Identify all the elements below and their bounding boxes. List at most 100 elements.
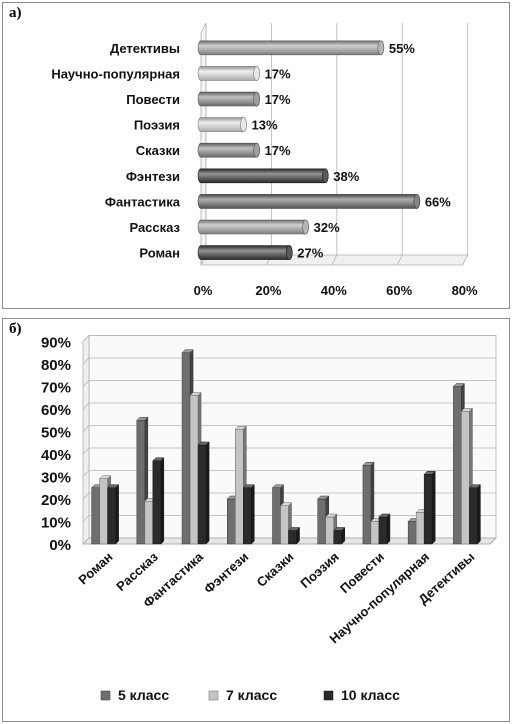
y-tick-label: 20% (41, 492, 71, 509)
bar (197, 66, 260, 81)
bar (136, 420, 146, 545)
legend-label: 10 класс (341, 687, 400, 703)
bar-cap (240, 117, 247, 132)
bar (415, 512, 425, 545)
category-label: Сказки (136, 143, 180, 158)
bar (99, 478, 108, 545)
bar-top (325, 513, 338, 518)
bar (197, 194, 421, 209)
bar (272, 487, 281, 545)
category-label: Детективы (110, 41, 180, 56)
bar-cap (302, 219, 309, 235)
bar-side (431, 470, 436, 545)
bar-cap (377, 40, 385, 56)
y-gridline-side (82, 425, 90, 432)
bar (144, 501, 154, 545)
bar-side (115, 484, 119, 545)
chart-b-svg: 0%10%20%30%40%50%60%70%80%90%РоманРасска… (41, 334, 497, 703)
bar-side (160, 457, 165, 545)
bar (197, 245, 293, 260)
bar-side (477, 484, 481, 545)
category-label: Поэзия (134, 118, 180, 133)
bar-top (362, 462, 375, 466)
bar (197, 444, 207, 545)
bar-top (242, 484, 255, 488)
bar-top (136, 417, 149, 421)
x-tick-label: 80% (452, 283, 478, 298)
data-label: 55% (389, 41, 415, 56)
data-label: 27% (297, 246, 323, 261)
bar-top (181, 349, 194, 353)
y-gridline-side (82, 515, 90, 522)
bar-top (423, 471, 436, 475)
bar (317, 498, 326, 545)
x-tick-label: 40% (321, 283, 347, 298)
bar (407, 521, 417, 545)
bar-top (287, 527, 301, 531)
bar (370, 521, 380, 545)
bar (227, 498, 236, 545)
y-tick-label: 70% (41, 380, 71, 397)
chart-a-panel: а) 0% 20% 40% 60% 80% Детективы 55% Научно-попу… (2, 2, 510, 309)
bar (197, 91, 260, 107)
y-gridline-side (82, 492, 90, 500)
bar-top (152, 457, 165, 461)
chart-b-panel: б) 0% 10% 20% 30% 40% 50% 60% 70% 80% 90% Роман Рас… (2, 318, 510, 722)
legend-swatch (323, 690, 334, 701)
bar-top (107, 484, 120, 488)
bar-top (378, 513, 391, 518)
category-label: Рассказ (129, 220, 180, 235)
x-gridline-floor (462, 254, 468, 266)
x-tick-label: 20% (255, 283, 281, 298)
bar (235, 429, 244, 545)
x-tick-label: 0% (194, 283, 213, 298)
bar-cap (413, 194, 421, 209)
y-gridline-side (82, 447, 90, 455)
y-tick-label: 10% (41, 515, 71, 532)
bar (453, 386, 462, 545)
bar-top (189, 392, 202, 396)
bar-cap (253, 142, 260, 158)
data-label: 66% (425, 194, 451, 209)
data-label: 17% (265, 143, 291, 158)
category-label: Фэнтези (201, 549, 251, 596)
data-label: 17% (265, 92, 291, 107)
data-label: 32% (314, 220, 340, 235)
bar-top (279, 502, 293, 506)
bar-top (271, 484, 285, 488)
category-label: Роман (139, 246, 180, 261)
bar (378, 516, 388, 545)
chart-b-side-wall (82, 334, 90, 545)
y-gridline-side (82, 402, 90, 410)
data-label: 17% (265, 66, 291, 81)
legend-label: 5 класс (118, 687, 169, 703)
bar (243, 487, 252, 545)
bar-cap (321, 168, 329, 184)
chart-a-label: а) (9, 5, 22, 21)
bar-cap (285, 245, 293, 260)
bar-side (251, 484, 255, 545)
bar (325, 516, 334, 545)
y-gridline-side (82, 380, 90, 387)
chart-a-svg: 0% 20% 40% 60% 80% Детективы 55% Научно-популяр… (51, 22, 478, 298)
y-gridline-side (82, 470, 90, 477)
bar (197, 168, 329, 184)
y-gridline-side (82, 357, 90, 365)
bar (152, 460, 162, 545)
y-tick-label: 0% (49, 537, 71, 554)
bar-cap (253, 66, 260, 81)
x-gridline-floor (331, 254, 338, 266)
y-gridline-side (82, 335, 90, 342)
y-tick-label: 60% (41, 402, 71, 419)
bar (91, 487, 100, 545)
bar (288, 530, 297, 545)
bar-top (460, 408, 473, 412)
legend-label: 7 класс (226, 687, 277, 703)
bar (197, 117, 247, 132)
x-tick-label: 60% (386, 283, 412, 298)
x-gridline-floor (396, 254, 403, 266)
category-label: Фэнтези (126, 169, 180, 184)
bar-top (317, 495, 330, 500)
y-tick-label: 40% (41, 447, 71, 464)
bar (333, 530, 342, 545)
